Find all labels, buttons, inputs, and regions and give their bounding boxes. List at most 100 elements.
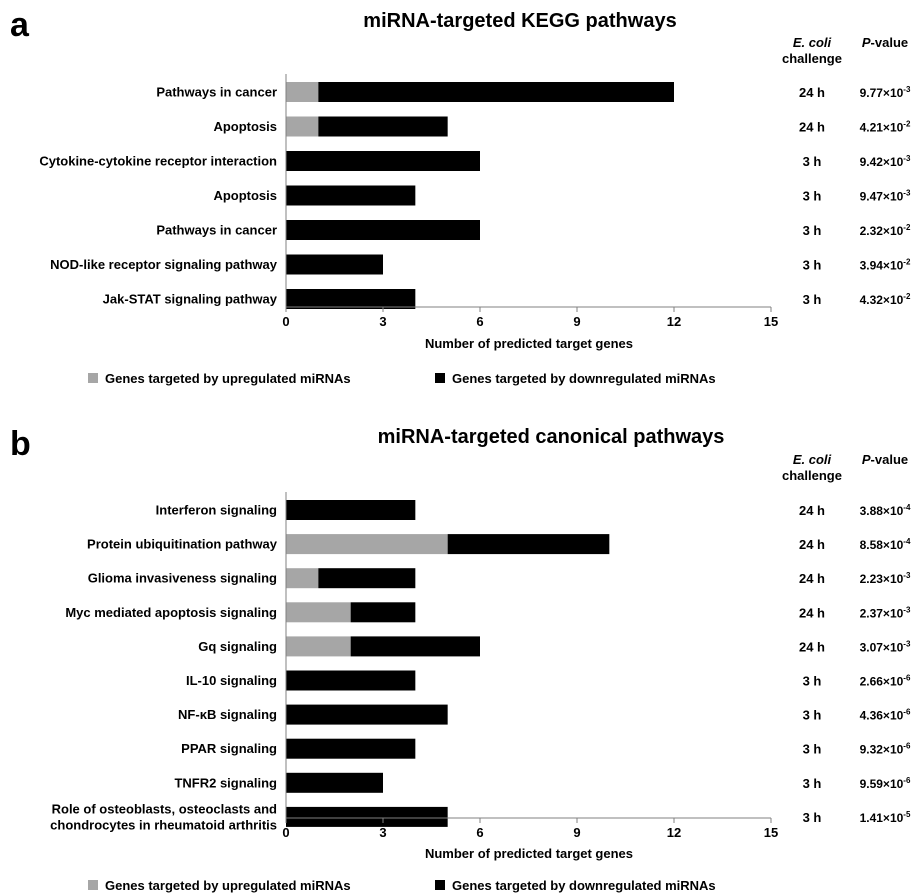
panel-letter-b: b xyxy=(10,425,31,463)
pvalue-exponent: -2 xyxy=(903,258,911,267)
category-label: Pathways in cancer xyxy=(156,223,277,238)
challenge-value: 3 h xyxy=(803,776,822,791)
challenge-value: 24 h xyxy=(799,605,825,620)
pvalue-mantissa: 9.59×10 xyxy=(860,777,904,791)
pvalue-mantissa: 9.77×10 xyxy=(860,86,904,100)
pvalue-value: 9.59×10-6 xyxy=(860,776,911,791)
category-label: TNFR2 signaling xyxy=(174,775,277,790)
x-tick-label: 12 xyxy=(667,825,681,840)
category-label: NF-κB signaling xyxy=(178,707,277,722)
category-label-line: Glioma invasiveness signaling xyxy=(88,571,277,586)
challenge-value: 3 h xyxy=(803,708,822,723)
x-tick-label: 0 xyxy=(282,314,289,329)
pvalue-header-b: P-value xyxy=(862,452,908,467)
pvalue-value: 2.37×10-3 xyxy=(860,605,911,620)
pvalue-exponent: -2 xyxy=(903,292,911,301)
x-tick-label: 15 xyxy=(764,825,778,840)
challenge-value: 24 h xyxy=(799,571,825,586)
pvalue-exponent: -5 xyxy=(903,810,911,819)
category-label: NOD-like receptor signaling pathway xyxy=(50,257,278,272)
bar-segment-upregulated xyxy=(286,534,448,555)
category-label: Jak-STAT signaling pathway xyxy=(103,292,278,307)
challenge-value: 24 h xyxy=(799,503,825,518)
bar-segment-upregulated xyxy=(286,602,351,623)
category-label-line: NOD-like receptor signaling pathway xyxy=(50,257,278,272)
pvalue-value: 9.77×10-3 xyxy=(860,85,911,100)
pvalue-exponent: -3 xyxy=(903,605,911,614)
pvalue-value: 4.32×10-2 xyxy=(860,292,911,307)
bar-segment-downregulated xyxy=(318,116,448,137)
category-label: Pathways in cancer xyxy=(156,85,277,100)
bars-b xyxy=(286,500,610,827)
category-label: Apoptosis xyxy=(213,188,277,203)
pvalue-mantissa: 4.36×10 xyxy=(860,709,904,723)
pvalue-value: 9.42×10-3 xyxy=(860,154,911,169)
category-label-line: Role of osteoblasts, osteoclasts and xyxy=(52,801,277,816)
legend-b-down-label: Genes targeted by downregulated miRNAs xyxy=(452,878,716,893)
legend-a-down-swatch xyxy=(435,373,445,383)
pvalue-header-b-italic: P xyxy=(862,452,871,467)
pvalue-value: 2.32×10-2 xyxy=(860,223,911,238)
category-label: Interferon signaling xyxy=(156,503,277,518)
legend-b: Genes targeted by upregulated miRNAs Gen… xyxy=(88,878,716,893)
pvalue-mantissa: 3.94×10 xyxy=(860,259,904,273)
challenge-column-a: 24 h 24 h 3 h 3 h 3 h 3 h 3 h xyxy=(799,85,825,307)
category-labels-a: Pathways in cancer Apoptosis Cytokine-cyto… xyxy=(39,85,277,307)
pvalue-value: 4.36×10-6 xyxy=(860,708,911,723)
legend-a-down-label: Genes targeted by downregulated miRNAs xyxy=(452,371,716,386)
category-label: Protein ubiquitination pathway xyxy=(87,537,278,552)
pvalue-value: 9.32×10-6 xyxy=(860,742,911,757)
challenge-header-b-line1: E. coli xyxy=(793,452,832,467)
challenge-value: 3 h xyxy=(803,189,822,204)
x-tick-label: 3 xyxy=(379,314,386,329)
pvalue-value: 1.41×10-5 xyxy=(860,810,911,825)
category-label-line: Myc mediated apoptosis signaling xyxy=(65,605,277,620)
category-label: Gq signaling xyxy=(198,639,277,654)
pvalue-exponent: -2 xyxy=(903,120,911,129)
bar-segment-downregulated xyxy=(350,636,480,657)
bar-segment-upregulated xyxy=(286,82,319,102)
category-label-line: NF-κB signaling xyxy=(178,707,277,722)
bar-segment-downregulated xyxy=(286,670,416,691)
category-label-line: Cytokine-cytokine receptor interaction xyxy=(39,154,277,169)
category-label-line: Interferon signaling xyxy=(156,503,277,518)
pvalue-mantissa: 9.47×10 xyxy=(860,190,904,204)
pvalue-mantissa: 9.42×10 xyxy=(860,155,904,169)
pvalue-header-a: P-value xyxy=(862,35,908,50)
x-axis-b: 0 3 6 9 12 15 xyxy=(282,492,778,840)
bar-segment-downregulated xyxy=(286,254,383,275)
pvalue-exponent: -3 xyxy=(903,639,911,648)
x-axis-label-a: Number of predicted target genes xyxy=(425,336,633,351)
x-tick-label: 12 xyxy=(667,314,681,329)
pvalue-value: 3.88×10-4 xyxy=(860,503,911,518)
panel-b: b miRNA-targeted canonical pathways E. c… xyxy=(10,425,911,893)
pvalue-exponent: -2 xyxy=(903,223,911,232)
pvalue-exponent: -6 xyxy=(903,776,911,785)
x-tick-label: 9 xyxy=(573,825,580,840)
pvalue-value: 3.07×10-3 xyxy=(860,639,911,654)
bar-segment-downregulated xyxy=(318,568,416,589)
bar-segment-downregulated xyxy=(286,500,416,520)
x-tick-label: 6 xyxy=(476,314,483,329)
challenge-value: 3 h xyxy=(803,292,822,307)
pvalue-header-a-rest: -value xyxy=(871,35,909,50)
bar-segment-downregulated xyxy=(286,289,416,309)
category-label-line: PPAR signaling xyxy=(181,741,277,756)
challenge-value: 24 h xyxy=(799,85,825,100)
bar-segment-downregulated xyxy=(286,806,448,827)
pvalue-exponent: -6 xyxy=(903,674,911,683)
category-labels-b: Interferon signaling Protein ubiquitinati… xyxy=(50,503,278,833)
x-tick-label: 6 xyxy=(476,825,483,840)
legend-b-up-swatch xyxy=(88,880,98,890)
bar-segment-downregulated xyxy=(447,534,610,555)
challenge-column-b: 24 h 24 h 24 h 24 h 24 h 3 h 3 h 3 h 3 h 3 h xyxy=(799,503,825,825)
pvalue-mantissa: 4.32×10 xyxy=(860,293,904,307)
pvalue-mantissa: 3.88×10 xyxy=(860,504,904,518)
challenge-value: 3 h xyxy=(803,154,822,169)
legend-a-up-label: Genes targeted by upregulated miRNAs xyxy=(105,371,351,386)
bar-segment-upregulated xyxy=(286,636,351,657)
pvalue-value: 8.58×10-4 xyxy=(860,537,911,552)
pvalue-exponent: -4 xyxy=(903,503,911,512)
bar-segment-downregulated xyxy=(286,772,383,793)
challenge-value: 3 h xyxy=(803,674,822,689)
